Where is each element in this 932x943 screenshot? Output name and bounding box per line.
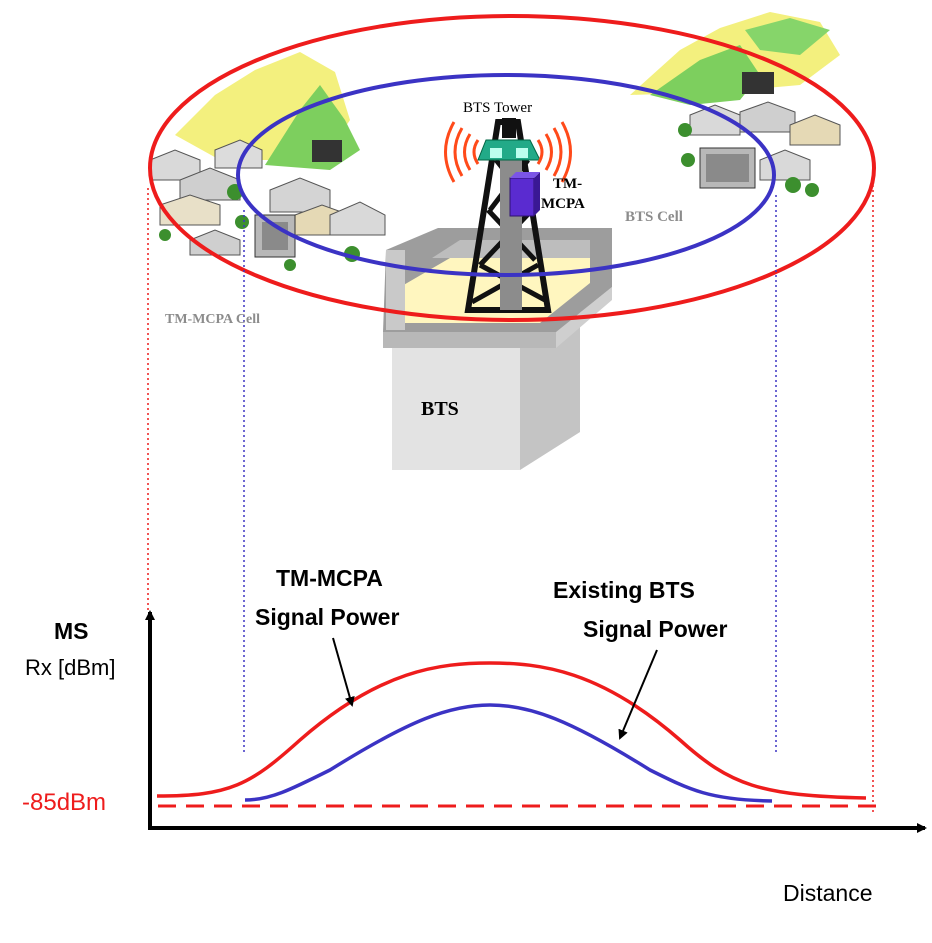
bts-signal-curve — [244, 703, 773, 803]
tm-mcpa-device-label-line2: MCPA — [541, 196, 585, 212]
tm-mcpa-signal-curve — [156, 661, 867, 800]
tm-mcpa-cell-label: TM-MCPA Cell — [165, 312, 260, 327]
bts-tower-label: BTS Tower — [463, 100, 533, 116]
tm-mcpa-callout-arrow — [332, 637, 355, 707]
bts-cell-ellipse — [236, 73, 776, 277]
bts-cell-label: BTS Cell — [625, 209, 683, 225]
tm-mcpa-device-label-line1: TM- — [553, 176, 583, 192]
bts-building — [383, 228, 612, 470]
bts-callout-arrow — [618, 649, 658, 740]
tm-mcpa-curve-label-line1: TM-MCPA — [276, 565, 383, 591]
radiation-waves-right — [536, 121, 572, 183]
tm-mcpa-cell-ellipse — [148, 14, 876, 322]
bts-tower — [464, 118, 552, 313]
x-axis-label: Distance — [783, 880, 873, 906]
bts-label: BTS — [421, 398, 459, 420]
bts-curve-label-line2: Signal Power — [583, 616, 728, 642]
bts-curve-label-line1: Existing BTS — [553, 577, 695, 603]
y-axis-label-line2: Rx [dBm] — [25, 655, 116, 680]
threshold-label: -85dBm — [22, 789, 107, 816]
landscape-scenery — [149, 12, 841, 271]
left-houses — [149, 139, 386, 271]
right-houses — [678, 72, 841, 197]
radiation-waves-left — [444, 121, 480, 183]
tm-mcpa-curve-label-line2: Signal Power — [255, 604, 400, 630]
y-axis-label-line1: MS — [54, 618, 89, 644]
